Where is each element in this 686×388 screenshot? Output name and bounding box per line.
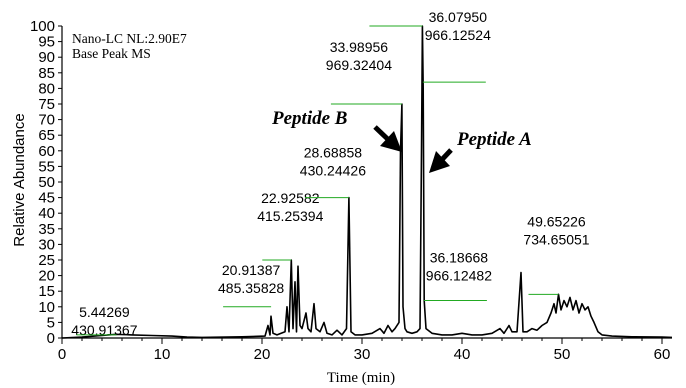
x-axis-label: Time (min) bbox=[327, 370, 395, 386]
x-tick-label: 40 bbox=[454, 346, 471, 363]
y-tick-label: 40 bbox=[38, 205, 55, 222]
y-tick-label: 45 bbox=[38, 190, 55, 207]
peak-label-rt: 20.91387 bbox=[222, 262, 281, 278]
y-tick-label: 30 bbox=[38, 236, 55, 253]
peak-label-rt: 22.92582 bbox=[261, 190, 320, 206]
x-tick-label: 50 bbox=[554, 346, 571, 363]
y-ticks: 0510152025303540455055606570758085909510… bbox=[30, 18, 62, 347]
y-tick-label: 15 bbox=[38, 283, 55, 300]
info-line-1: Nano-LC NL:2.90E7 bbox=[72, 31, 187, 46]
y-tick-label: 60 bbox=[38, 143, 55, 160]
y-tick-label: 20 bbox=[38, 268, 55, 285]
peak-label-rt: 33.98956 bbox=[330, 39, 389, 55]
x-tick-label: 60 bbox=[654, 346, 671, 363]
y-tick-label: 10 bbox=[38, 299, 55, 316]
y-tick-label: 25 bbox=[38, 252, 55, 269]
y-tick-label: 75 bbox=[38, 96, 55, 113]
peak-label-mz: 969.32404 bbox=[326, 57, 392, 73]
peak-label-rt: 36.07950 bbox=[429, 9, 488, 25]
trace-layer bbox=[61, 25, 673, 339]
peak-label-mz: 430.24426 bbox=[300, 163, 366, 179]
y-tick-label: 90 bbox=[38, 49, 55, 66]
peak-label-mz: 966.12482 bbox=[426, 268, 492, 284]
y-tick-label: 70 bbox=[38, 112, 55, 129]
x-tick-label: 0 bbox=[58, 346, 66, 363]
peak-label-mz: 485.35828 bbox=[218, 280, 284, 296]
peak-label-rt: 5.44269 bbox=[79, 304, 130, 320]
info-line-2: Base Peak MS bbox=[72, 46, 151, 61]
y-tick-label: 65 bbox=[38, 127, 55, 144]
y-axis-label: Relative Abundance bbox=[11, 113, 28, 246]
y-tick-label: 0 bbox=[47, 330, 55, 347]
y-tick-label: 80 bbox=[38, 80, 55, 97]
annotation-peptide-b: Peptide B bbox=[271, 108, 347, 129]
annotation-peptide-a: Peptide A bbox=[456, 129, 532, 150]
chromatogram-trace bbox=[61, 25, 673, 339]
peak-label-rt: 28.68858 bbox=[304, 145, 363, 161]
y-tick-label: 100 bbox=[30, 18, 55, 35]
x-tick-label: 30 bbox=[354, 346, 371, 363]
peak-label-mz: 415.25394 bbox=[257, 208, 323, 224]
y-tick-label: 35 bbox=[38, 221, 55, 238]
peak-labels: 20.91387 485.35828 22.92582 415.25394 28.688… bbox=[71, 9, 589, 338]
y-tick-label: 50 bbox=[38, 174, 55, 191]
y-tick-label: 55 bbox=[38, 158, 55, 175]
y-tick-label: 5 bbox=[47, 314, 55, 331]
peak-label-mz: 966.12524 bbox=[425, 27, 491, 43]
arrow-peptide-b bbox=[373, 125, 402, 152]
x-ticks: 0 10 20 30 40 50 60 bbox=[58, 338, 671, 363]
y-tick-label: 95 bbox=[38, 34, 55, 51]
peak-label-mz: 734.65051 bbox=[523, 231, 589, 247]
y-tick-label: 85 bbox=[38, 65, 55, 82]
peak-label-mz: 430.91367 bbox=[71, 322, 137, 338]
peak-label-rt: 36.18668 bbox=[430, 250, 489, 266]
x-tick-label: 10 bbox=[154, 346, 171, 363]
peak-label-rt: 49.65226 bbox=[527, 213, 586, 229]
arrow-peptide-a bbox=[429, 148, 453, 173]
x-tick-label: 20 bbox=[254, 346, 271, 363]
